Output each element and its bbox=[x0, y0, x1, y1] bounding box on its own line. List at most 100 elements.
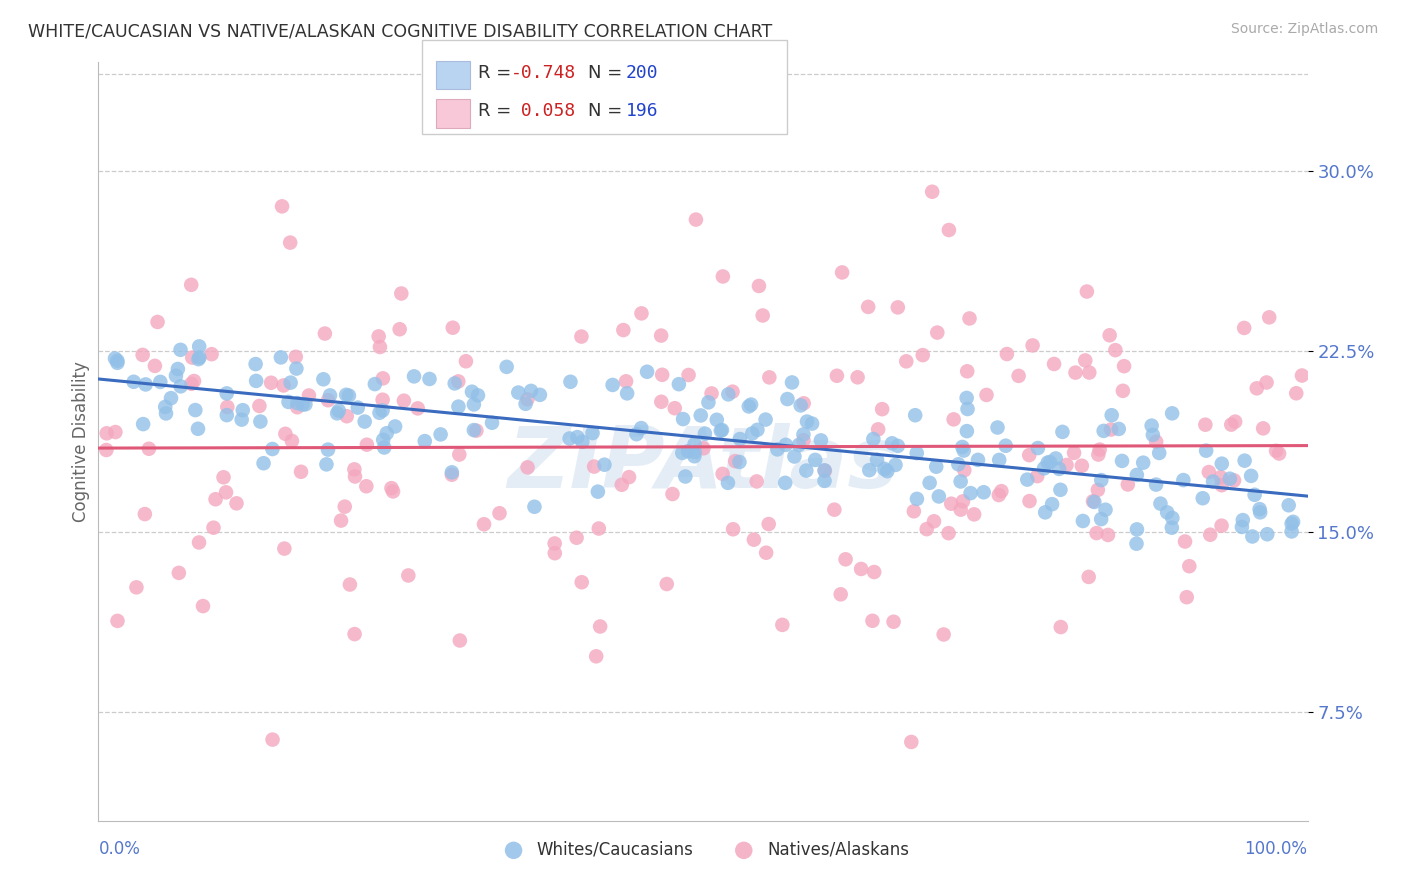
Point bbox=[883, 615, 905, 629]
Point bbox=[905, 446, 928, 460]
Point bbox=[683, 445, 706, 459]
Point bbox=[900, 735, 922, 749]
Point bbox=[232, 403, 254, 417]
Y-axis label: Cognitive Disability: Cognitive Disability bbox=[72, 361, 90, 522]
Point bbox=[1077, 570, 1099, 584]
Point bbox=[529, 388, 551, 402]
Point bbox=[447, 400, 470, 414]
Point bbox=[143, 359, 166, 373]
Point bbox=[796, 415, 818, 429]
Point bbox=[187, 352, 209, 367]
Point bbox=[956, 402, 979, 417]
Point bbox=[1265, 443, 1288, 458]
Point bbox=[1175, 590, 1198, 604]
Point bbox=[291, 398, 314, 412]
Point bbox=[560, 375, 582, 389]
Point bbox=[1161, 511, 1184, 525]
Point bbox=[742, 533, 765, 547]
Point bbox=[413, 434, 436, 449]
Point bbox=[225, 496, 247, 510]
Point bbox=[202, 521, 225, 535]
Point bbox=[602, 378, 624, 392]
Point bbox=[928, 490, 950, 504]
Point bbox=[692, 442, 714, 456]
Point bbox=[995, 347, 1018, 361]
Point bbox=[371, 392, 394, 407]
Point bbox=[260, 376, 283, 390]
Point bbox=[1018, 494, 1040, 508]
Point bbox=[948, 457, 970, 471]
Point bbox=[396, 568, 419, 582]
Point bbox=[1232, 513, 1254, 527]
Point bbox=[711, 467, 734, 481]
Point bbox=[523, 500, 546, 514]
Point bbox=[1278, 498, 1301, 512]
Point bbox=[873, 462, 896, 476]
Text: N =: N = bbox=[588, 64, 627, 82]
Point bbox=[932, 627, 955, 641]
Point bbox=[1282, 515, 1305, 529]
Point bbox=[758, 516, 780, 531]
Point bbox=[755, 412, 778, 426]
Point bbox=[870, 402, 893, 417]
Point bbox=[406, 401, 429, 416]
Point bbox=[651, 368, 673, 382]
Point bbox=[1258, 310, 1281, 325]
Point bbox=[280, 376, 302, 390]
Point bbox=[472, 517, 495, 532]
Point bbox=[1049, 620, 1071, 634]
Point bbox=[938, 526, 960, 541]
Point bbox=[1281, 516, 1303, 531]
Point bbox=[863, 565, 886, 579]
Point bbox=[155, 400, 177, 414]
Text: R =: R = bbox=[478, 64, 517, 82]
Point bbox=[700, 386, 723, 401]
Text: 0.0%: 0.0% bbox=[98, 839, 141, 857]
Point bbox=[1156, 505, 1178, 519]
Point bbox=[717, 475, 740, 490]
Point bbox=[922, 514, 945, 528]
Point bbox=[215, 485, 238, 500]
Point bbox=[312, 372, 335, 386]
Point bbox=[107, 614, 129, 628]
Point bbox=[949, 502, 972, 516]
Point bbox=[593, 458, 616, 472]
Point bbox=[215, 386, 238, 401]
Point bbox=[167, 566, 190, 580]
Point bbox=[328, 403, 350, 417]
Point bbox=[1256, 527, 1278, 541]
Point bbox=[1043, 357, 1066, 371]
Point bbox=[990, 484, 1012, 499]
Point bbox=[792, 427, 814, 442]
Point bbox=[1199, 527, 1222, 541]
Point bbox=[516, 460, 538, 475]
Point bbox=[773, 475, 796, 490]
Point bbox=[571, 329, 593, 343]
Point bbox=[544, 536, 567, 550]
Point bbox=[911, 348, 934, 362]
Point bbox=[274, 426, 297, 441]
Point bbox=[356, 479, 378, 493]
Point bbox=[1018, 448, 1040, 462]
Point bbox=[441, 320, 464, 334]
Point bbox=[952, 494, 974, 508]
Point bbox=[689, 409, 711, 423]
Point bbox=[866, 452, 889, 467]
Point bbox=[740, 398, 762, 412]
Point bbox=[1007, 368, 1029, 383]
Point bbox=[617, 470, 640, 484]
Point bbox=[1111, 454, 1133, 468]
Point bbox=[1074, 353, 1097, 368]
Point bbox=[1251, 421, 1274, 435]
Point bbox=[188, 351, 211, 365]
Point bbox=[373, 433, 395, 447]
Point bbox=[330, 514, 353, 528]
Point bbox=[1078, 366, 1101, 380]
Point bbox=[710, 423, 733, 437]
Point bbox=[789, 398, 811, 412]
Point bbox=[1047, 462, 1070, 476]
Point bbox=[273, 541, 295, 556]
Text: R =: R = bbox=[478, 103, 517, 120]
Point bbox=[589, 619, 612, 633]
Point bbox=[316, 442, 339, 457]
